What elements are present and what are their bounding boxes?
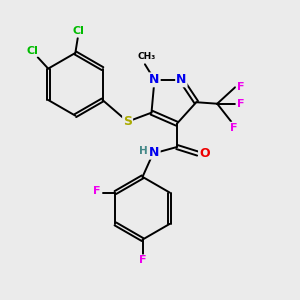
Text: H: H: [139, 146, 148, 156]
Text: F: F: [230, 123, 238, 133]
Text: N: N: [149, 146, 160, 159]
Text: F: F: [237, 82, 244, 92]
Text: O: O: [199, 147, 210, 160]
Text: N: N: [149, 73, 160, 86]
Text: S: S: [123, 115, 132, 128]
Text: Cl: Cl: [73, 26, 85, 37]
Text: F: F: [237, 99, 244, 109]
Text: F: F: [140, 256, 147, 266]
Text: CH₃: CH₃: [137, 52, 155, 61]
Text: Cl: Cl: [27, 46, 39, 56]
Text: F: F: [93, 186, 100, 196]
Text: N: N: [176, 73, 187, 86]
